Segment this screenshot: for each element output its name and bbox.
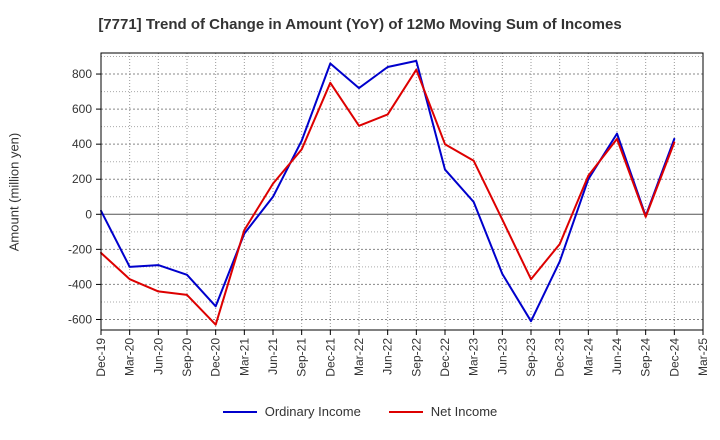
x-tick-label: Mar-22 bbox=[352, 338, 366, 376]
x-tick-label: Sep-20 bbox=[180, 338, 194, 377]
x-tick-label: Sep-22 bbox=[409, 338, 423, 377]
legend-label: Ordinary Income bbox=[264, 404, 361, 419]
x-tick-label: Mar-25 bbox=[696, 338, 710, 376]
series-line-net-income bbox=[100, 68, 676, 326]
x-tick-label: Sep-21 bbox=[295, 338, 309, 377]
x-tick-label: Mar-21 bbox=[237, 338, 251, 376]
x-tick-label: Mar-24 bbox=[581, 338, 595, 376]
legend: Ordinary Income Net Income bbox=[0, 404, 720, 419]
legend-item: Net Income bbox=[388, 404, 498, 419]
x-tick-label: Jun-22 bbox=[381, 338, 395, 375]
grid-lines bbox=[101, 53, 703, 330]
legend-item: Ordinary Income bbox=[222, 404, 361, 419]
y-tick-label: 400 bbox=[72, 137, 92, 151]
x-tick-label: Jun-20 bbox=[151, 338, 165, 375]
y-tick-label: 0 bbox=[85, 207, 92, 221]
y-tick-label: -400 bbox=[68, 277, 92, 291]
x-tick-label: Mar-23 bbox=[467, 338, 481, 376]
series-line-ordinary-income bbox=[100, 59, 676, 323]
x-tick-label: Sep-24 bbox=[639, 338, 653, 377]
x-tick-label: Dec-21 bbox=[323, 338, 337, 377]
x-tick-label: Jun-21 bbox=[266, 338, 280, 375]
x-tick-label: Dec-22 bbox=[438, 338, 452, 377]
x-tick-label: Dec-20 bbox=[209, 338, 223, 377]
x-tick-label: Jun-24 bbox=[610, 338, 624, 375]
chart-title: [7771] Trend of Change in Amount (YoY) o… bbox=[98, 16, 622, 33]
legend-swatch bbox=[222, 410, 257, 413]
x-tick-label: Jun-23 bbox=[495, 338, 509, 375]
chart-marks bbox=[100, 59, 676, 326]
legend-swatch bbox=[388, 410, 423, 413]
y-tick-label: 800 bbox=[72, 67, 92, 81]
y-tick-label: 200 bbox=[72, 172, 92, 186]
legend-label: Net Income bbox=[430, 404, 498, 419]
x-tick-label: Dec-24 bbox=[667, 338, 681, 377]
x-tick-label: Sep-23 bbox=[524, 338, 538, 377]
x-tick-label: Dec-23 bbox=[553, 338, 567, 377]
x-tick-label: Dec-19 bbox=[94, 338, 108, 377]
y-tick-label: 600 bbox=[72, 102, 92, 116]
plot-frame bbox=[100, 52, 704, 331]
x-tick-label: Mar-20 bbox=[123, 338, 137, 376]
axis-ticks: -600 -400 -200 0 200 400 600 800 Dec-19 Mar-20 Jun… bbox=[68, 67, 710, 377]
y-tick-label: -600 bbox=[68, 312, 92, 326]
y-tick-label: -200 bbox=[68, 242, 92, 256]
